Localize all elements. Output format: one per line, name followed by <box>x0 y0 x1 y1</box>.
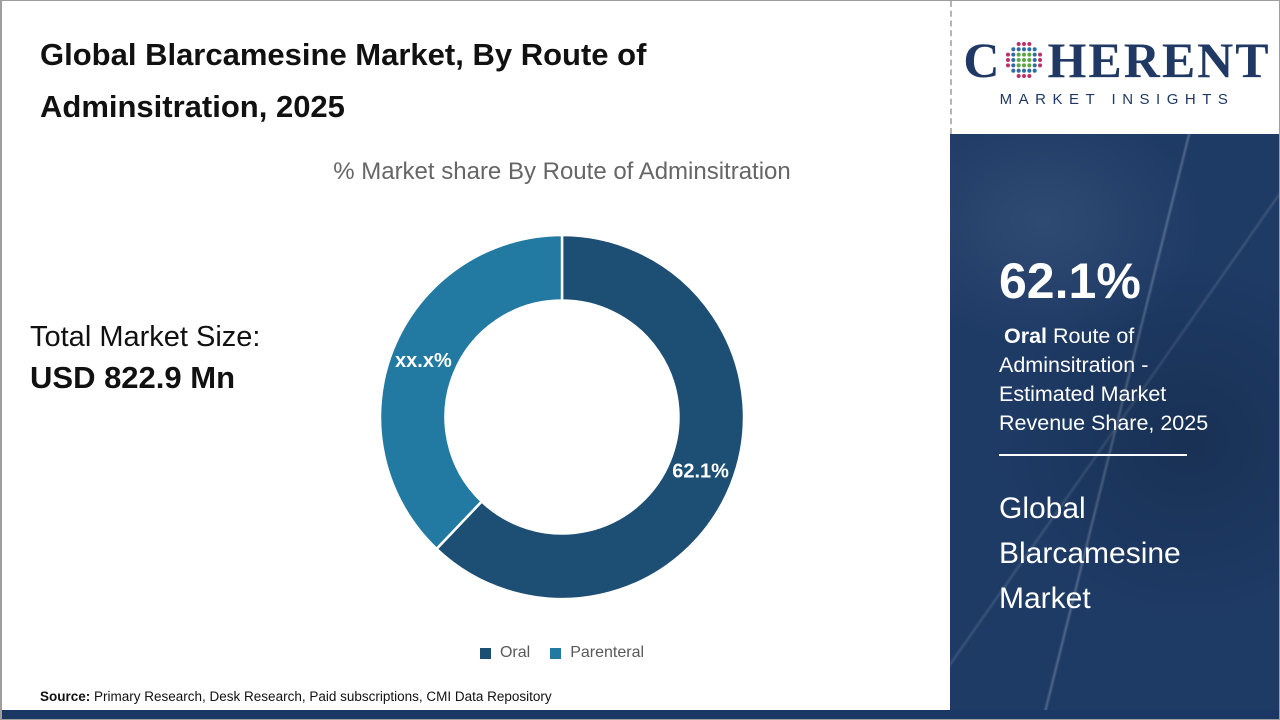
donut-slice-label-oral: 62.1% <box>672 461 729 483</box>
stat-description: Oral Route of Adminsitration - Estimated… <box>999 322 1217 438</box>
sidebar-panel: 62.1% Oral Route of Adminsitration - Est… <box>950 134 1279 719</box>
total-market-size-value: USD 822.9 Mn <box>30 360 236 395</box>
market-name: Global Blarcamesine Market <box>999 492 1181 615</box>
legend-label-oral: Oral <box>499 644 531 661</box>
legend-label-parenteral: Parenteral <box>570 644 645 661</box>
legend-swatch-parenteral <box>550 647 562 659</box>
stat-description-bold: Oral <box>1004 324 1048 348</box>
legend-item-parenteral: Parenteral <box>550 644 644 662</box>
stat-value: 62.1% <box>999 253 1141 309</box>
chart-subtitle: % Market share By Route of Adminsitratio… <box>333 158 791 185</box>
legend-item-oral: Oral <box>479 644 531 662</box>
company-logo: C HERENT MARKET INSIGHTS <box>950 1 1279 134</box>
total-market-size-label: Total Market Size: <box>30 321 261 353</box>
logo-letter-c: C <box>963 32 1002 88</box>
chart-legend: Oral Parenteral <box>188 644 936 662</box>
dot-globe-icon <box>1006 41 1043 79</box>
donut-slice-parenteral <box>378 233 564 551</box>
divider-line <box>999 454 1187 456</box>
legend-swatch-oral <box>479 647 491 659</box>
logo-subtitle: MARKET INSIGHTS <box>999 91 1235 108</box>
donut-chart: 62.1% xx.x% <box>378 233 746 601</box>
source-note: Source: Primary Research, Desk Research,… <box>40 689 552 704</box>
source-text: Primary Research, Desk Research, Paid su… <box>90 689 552 704</box>
logo-word-herent: HERENT <box>1047 32 1271 88</box>
page-title: Global Blarcamesine Market, By Route of … <box>40 37 647 124</box>
stat-description-rest: Route of Adminsitration - Estimated Mark… <box>999 324 1209 435</box>
bottom-bar <box>2 710 1279 719</box>
logo-wordmark: C HERENT <box>963 35 1270 85</box>
donut-slice-label-parenteral: xx.x% <box>395 350 452 372</box>
total-market-size: Total Market Size: USD 822.9 Mn <box>30 321 260 396</box>
donut-slice-oral <box>435 233 746 601</box>
source-label: Source: <box>40 689 91 704</box>
